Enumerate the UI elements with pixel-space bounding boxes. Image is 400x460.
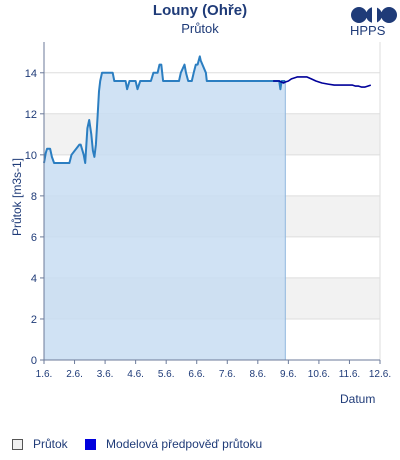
series-observed-area xyxy=(44,56,286,361)
y-tick-label: 10 xyxy=(25,150,37,162)
y-tick-label: 8 xyxy=(31,191,37,203)
legend: Průtok Modelová předpověď průtoku xyxy=(12,437,276,453)
x-tick-label: 7.6. xyxy=(219,369,236,380)
x-tick-label: 3.6. xyxy=(97,369,114,380)
legend-swatch-forecast xyxy=(85,438,97,450)
legend-swatch-observed xyxy=(12,438,23,450)
y-tick-label: 6 xyxy=(31,232,37,244)
hpps-logo xyxy=(351,6,397,24)
series-forecast-line xyxy=(273,76,372,88)
y-tick-label: 2 xyxy=(31,314,37,326)
logo-circle-left xyxy=(351,7,367,23)
y-tick-label: 4 xyxy=(31,273,37,285)
x-tick-label: 9.6. xyxy=(280,369,297,380)
legend-item-observed: Průtok xyxy=(12,437,68,451)
chart-subtitle: Průtok xyxy=(181,21,219,36)
legend-label-observed: Průtok xyxy=(33,437,68,451)
legend-label-forecast: Modelová předpověď průtoku xyxy=(106,437,263,451)
x-tick-label: 12.6. xyxy=(369,369,391,380)
x-tick-label: 2.6. xyxy=(66,369,83,380)
y-tick-label: 12 xyxy=(25,109,37,121)
y-tick-label: 14 xyxy=(25,68,37,80)
chart-title: Louny (Ohře) xyxy=(152,2,248,19)
legend-item-forecast: Modelová předpověď průtoku xyxy=(85,437,262,451)
logo-divider xyxy=(372,6,377,24)
x-tick-label: 11.6. xyxy=(339,369,361,380)
logo-circle-right xyxy=(381,7,397,23)
series-observed-line xyxy=(43,55,286,164)
x-tick-label: 10.6. xyxy=(308,369,330,380)
x-tick-label: 5.6. xyxy=(158,369,175,380)
logo-text: HPPS xyxy=(350,23,386,38)
x-tick-label: 6.6. xyxy=(188,369,205,380)
x-tick-label: 8.6. xyxy=(249,369,266,380)
y-tick-label: 0 xyxy=(31,355,37,367)
x-tick-label: 1.6. xyxy=(36,369,53,380)
x-axis-label: Datum xyxy=(340,392,376,406)
y-axis-label: Průtok [m3s-1] xyxy=(10,157,24,237)
x-tick-label: 4.6. xyxy=(127,369,144,380)
